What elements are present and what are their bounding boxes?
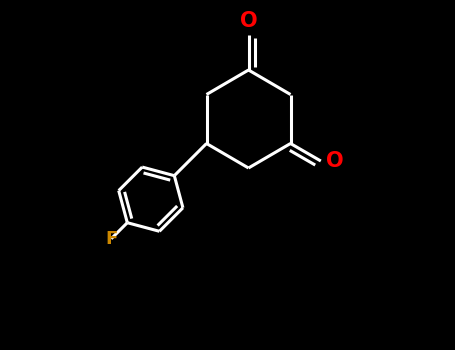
Text: F: F <box>105 230 117 248</box>
Text: O: O <box>326 151 344 171</box>
Text: O: O <box>240 11 258 31</box>
